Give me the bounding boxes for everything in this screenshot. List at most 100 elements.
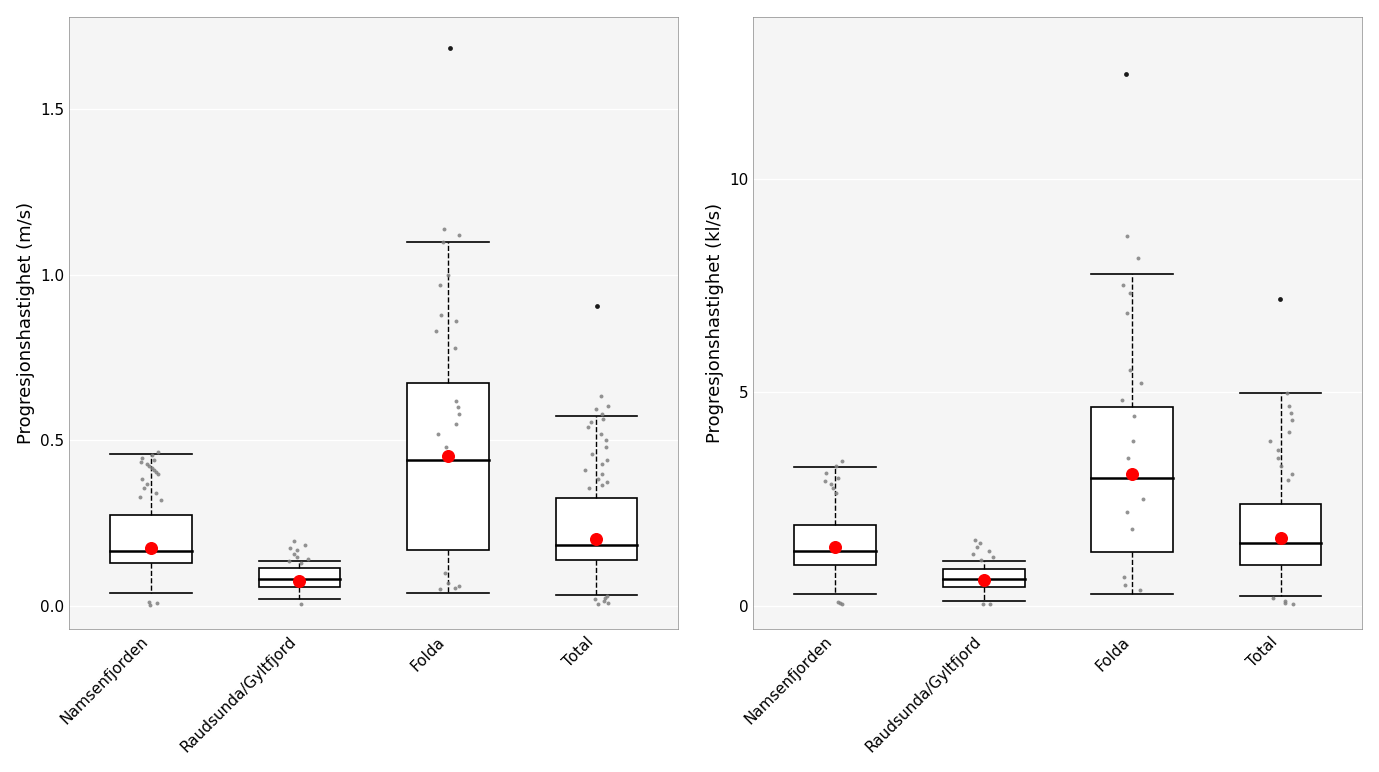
Point xyxy=(439,42,461,54)
Point xyxy=(1262,592,1284,604)
Point xyxy=(815,467,837,479)
Point xyxy=(1116,506,1138,518)
Point xyxy=(128,490,150,503)
Point xyxy=(590,467,612,479)
Point xyxy=(283,547,305,560)
Point xyxy=(1274,594,1296,607)
Point xyxy=(1116,230,1138,242)
Point xyxy=(982,551,1004,564)
Point xyxy=(596,476,618,488)
Point xyxy=(149,494,171,506)
Point xyxy=(146,467,168,479)
Point xyxy=(969,537,992,550)
Point xyxy=(585,593,607,605)
Bar xyxy=(1240,504,1321,565)
Point xyxy=(593,413,615,425)
Point xyxy=(425,325,447,337)
Point xyxy=(429,279,451,291)
Point xyxy=(1116,68,1138,80)
Point xyxy=(1129,584,1151,596)
Y-axis label: Progresjonshastighet (m/s): Progresjonshastighet (m/s) xyxy=(17,201,34,444)
Point xyxy=(444,341,466,354)
Point xyxy=(585,403,607,415)
Point xyxy=(1123,410,1145,422)
Point xyxy=(597,400,619,412)
Point xyxy=(1121,523,1143,535)
Y-axis label: Progresjonshastighet (kl/s): Progresjonshastighet (kl/s) xyxy=(706,203,724,443)
Point xyxy=(1129,377,1151,389)
Point xyxy=(1259,435,1281,448)
Point xyxy=(586,300,608,313)
Point xyxy=(574,464,596,476)
Point xyxy=(290,598,312,611)
Point xyxy=(827,472,849,484)
Point xyxy=(1277,400,1299,412)
Point xyxy=(965,540,987,553)
Point xyxy=(432,235,454,248)
Point xyxy=(437,577,459,589)
Bar xyxy=(407,383,488,550)
Point xyxy=(1270,532,1292,544)
Point xyxy=(434,567,456,579)
Point xyxy=(1267,444,1289,456)
Point xyxy=(445,418,467,430)
Point xyxy=(137,458,159,470)
Point xyxy=(138,459,160,472)
Point xyxy=(822,482,844,495)
Point xyxy=(146,598,168,610)
Point xyxy=(1281,598,1303,610)
Point xyxy=(141,462,163,474)
Point xyxy=(283,535,305,547)
Point xyxy=(143,463,165,476)
Point xyxy=(578,482,600,495)
Point xyxy=(445,394,467,407)
Point xyxy=(131,472,153,485)
Point xyxy=(296,553,319,565)
Point xyxy=(1113,571,1135,583)
Bar xyxy=(556,499,637,560)
Point xyxy=(447,401,469,414)
Point xyxy=(596,441,618,453)
Point xyxy=(1114,579,1136,591)
Point xyxy=(1280,407,1302,419)
Point xyxy=(1267,452,1289,465)
Point xyxy=(978,544,1000,557)
Point xyxy=(1281,414,1303,426)
Point xyxy=(132,482,154,495)
Point xyxy=(1277,425,1299,438)
Point xyxy=(444,581,466,594)
Point xyxy=(827,596,849,608)
Point xyxy=(290,557,312,569)
Point xyxy=(145,487,167,499)
Bar xyxy=(1091,408,1174,553)
Point xyxy=(1111,279,1134,291)
Point xyxy=(581,448,603,460)
Bar xyxy=(794,525,876,565)
Point xyxy=(279,554,301,567)
Point xyxy=(597,597,619,609)
Point xyxy=(1277,474,1299,486)
Point xyxy=(829,597,851,609)
Bar xyxy=(258,568,341,587)
Point xyxy=(1281,468,1303,480)
Point xyxy=(145,466,167,478)
Point xyxy=(448,229,470,242)
Point xyxy=(1121,468,1143,480)
Point xyxy=(279,542,301,554)
Point xyxy=(1277,387,1299,399)
Point xyxy=(139,542,161,554)
Point xyxy=(434,441,456,453)
Point xyxy=(578,421,600,433)
Point xyxy=(437,269,459,281)
Point xyxy=(1118,364,1140,376)
Point xyxy=(979,598,1001,610)
Point xyxy=(1123,435,1145,448)
Point xyxy=(138,596,160,608)
Point xyxy=(1117,452,1139,465)
Point xyxy=(1132,493,1154,505)
Point xyxy=(137,477,159,489)
Point xyxy=(592,479,614,491)
Point xyxy=(429,584,451,596)
Point xyxy=(971,554,993,567)
Point xyxy=(821,478,843,490)
